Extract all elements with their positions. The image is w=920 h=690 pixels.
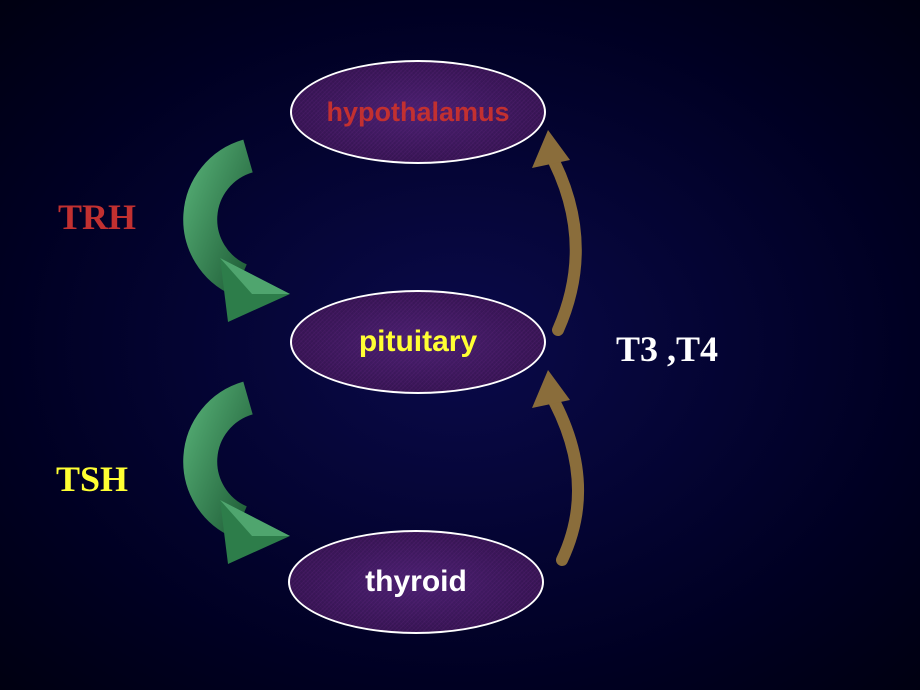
node-thyroid-label: thyroid [365, 565, 467, 599]
arrow-trh [140, 130, 340, 330]
arrow-tsh [140, 372, 340, 572]
node-pituitary-label: pituitary [359, 325, 477, 359]
label-tsh: TSH [56, 458, 128, 500]
arrow-feedback-lower [520, 360, 670, 610]
label-trh: TRH [58, 196, 136, 238]
node-hypothalamus-label: hypothalamus [326, 97, 509, 128]
arrow-feedback-upper [520, 120, 670, 370]
